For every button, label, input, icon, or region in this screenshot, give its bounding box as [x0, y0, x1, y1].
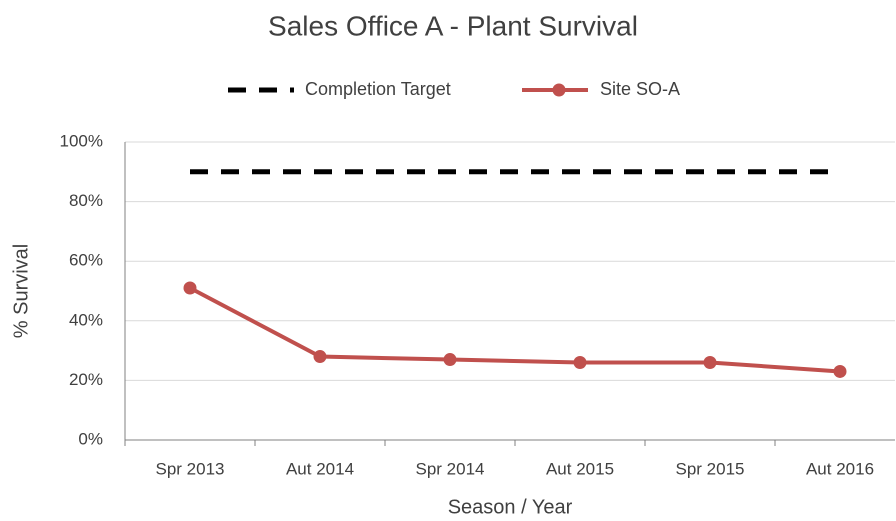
- data-point: [443, 353, 457, 367]
- chart-title: Sales Office A - Plant Survival: [268, 10, 638, 41]
- y-tick-label: 0%: [78, 429, 103, 448]
- x-tick-label: Aut 2015: [546, 459, 614, 478]
- x-axis-label: Season / Year: [448, 496, 573, 518]
- x-tick-label: Spr 2013: [156, 459, 225, 478]
- series-line: [189, 286, 841, 374]
- data-point: [313, 350, 327, 364]
- data-point: [703, 356, 717, 370]
- legend-label: Completion Target: [305, 79, 451, 99]
- legend-marker: [552, 83, 566, 97]
- data-point: [833, 364, 847, 378]
- y-axis-label: % Survival: [10, 244, 32, 338]
- x-tick-label: Spr 2015: [676, 459, 745, 478]
- data-point: [573, 356, 587, 370]
- data-point: [183, 281, 197, 295]
- legend-label: Site SO-A: [600, 79, 680, 99]
- x-tick-label: Aut 2014: [286, 459, 354, 478]
- y-tick-label: 40%: [69, 310, 103, 329]
- y-tick-label: 20%: [69, 370, 103, 389]
- y-tick-label: 100%: [60, 131, 103, 150]
- y-tick-label: 80%: [69, 191, 103, 210]
- x-tick-label: Aut 2016: [806, 459, 874, 478]
- x-tick-label: Spr 2014: [416, 459, 485, 478]
- y-tick-label: 60%: [69, 251, 103, 270]
